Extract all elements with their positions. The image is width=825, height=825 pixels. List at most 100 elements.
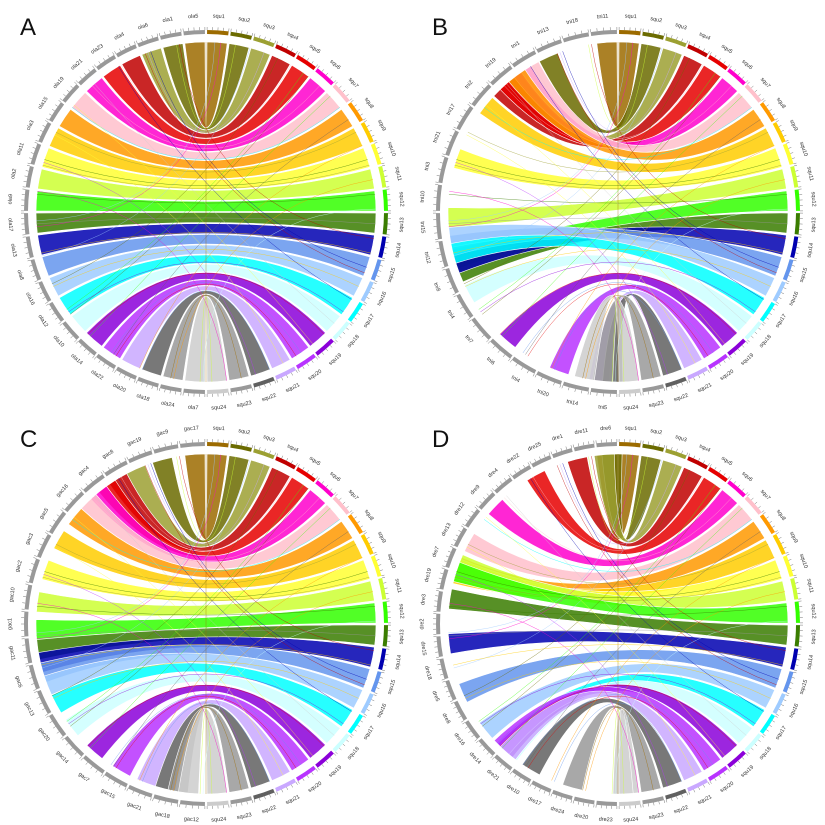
synteny-ribbon	[593, 453, 683, 543]
chromosome-segment	[38, 281, 52, 303]
tick-mark	[92, 65, 95, 69]
tick-mark	[382, 164, 386, 167]
chromosome-segment	[790, 648, 799, 671]
synteny-link	[448, 454, 628, 634]
synteny-link	[448, 629, 788, 637]
tick-mark	[471, 734, 475, 738]
tick-mark	[241, 390, 243, 394]
tick-mark	[543, 454, 546, 458]
synteny-link	[71, 519, 341, 572]
chromosome-label: squ11	[805, 166, 814, 181]
synteny-link	[480, 261, 756, 313]
tick-mark	[487, 341, 491, 344]
tick-mark	[514, 470, 517, 474]
tick-mark	[688, 453, 691, 457]
tick-mark	[681, 38, 683, 42]
tick-mark	[156, 33, 159, 37]
synteny-ribbon	[43, 652, 364, 709]
chromosome-label: gac9	[156, 429, 169, 438]
tick-mark	[499, 481, 503, 484]
synteny-link	[456, 159, 780, 186]
chromosome-segment	[104, 771, 128, 788]
tick-mark	[286, 787, 289, 791]
tick-mark	[144, 449, 146, 453]
tick-mark	[446, 281, 450, 284]
tick-mark	[665, 445, 668, 449]
tick-mark	[449, 134, 453, 137]
tick-mark	[658, 801, 660, 805]
tick-mark	[274, 792, 277, 796]
tick-mark	[124, 457, 127, 461]
tick-mark	[58, 100, 62, 103]
tick-mark	[311, 473, 314, 476]
tick-mark	[453, 295, 457, 298]
synteny-link	[504, 85, 732, 150]
chromosome-label: ola24	[160, 400, 174, 409]
chromosome-label: dre17	[527, 796, 542, 807]
synteny-ribbon	[68, 508, 354, 579]
panel-letter: D	[432, 426, 450, 453]
tick-mark	[39, 702, 43, 705]
tick-mark	[796, 659, 800, 661]
chromosome-label: squ10	[798, 553, 809, 569]
chromosome-label: squ12	[398, 192, 405, 207]
chromosome-segment	[665, 376, 687, 388]
tick-mark	[676, 384, 678, 388]
synteny-ribbon	[464, 254, 753, 332]
tick-mark	[63, 94, 66, 97]
synteny-link	[530, 66, 764, 300]
tick-mark	[25, 583, 29, 585]
tick-mark	[445, 690, 449, 693]
tick-mark	[540, 377, 543, 381]
synteny-link	[89, 507, 331, 749]
tick-mark	[663, 800, 666, 804]
tick-mark	[745, 753, 749, 756]
tick-mark	[253, 387, 256, 391]
chromosome-segment	[687, 778, 709, 792]
chromosome-label: squ19	[740, 765, 755, 779]
tick-mark	[774, 530, 778, 533]
synteny-link	[466, 546, 696, 776]
synteny-link	[611, 708, 625, 794]
chromosome-label: gac19	[126, 436, 142, 447]
synteny-link	[139, 145, 363, 369]
chromosome-segment	[759, 301, 776, 322]
chromosome-segment	[153, 794, 179, 804]
synteny-link	[562, 51, 779, 268]
chromosome-segment	[464, 508, 481, 528]
chromosome-segment	[295, 353, 316, 370]
chromosome-segment	[536, 39, 562, 53]
tick-mark	[59, 98, 63, 101]
tick-mark	[436, 658, 440, 661]
tick-mark	[49, 308, 52, 311]
tick-mark	[723, 360, 726, 363]
tick-mark	[144, 795, 146, 799]
tick-mark	[776, 301, 779, 304]
chromosome-label: ola12	[36, 314, 48, 329]
chromosome-label: tni7	[463, 334, 473, 345]
synteny-link	[556, 465, 777, 686]
synteny-link	[448, 454, 634, 640]
tick-mark	[772, 113, 775, 116]
chromosome-label: ola17	[7, 218, 14, 232]
tick-mark	[246, 31, 248, 35]
tick-mark	[769, 312, 772, 315]
tick-mark	[729, 477, 732, 481]
tick-mark	[291, 48, 293, 52]
chromosome-segment	[230, 384, 253, 393]
tick-mark	[568, 33, 570, 37]
tick-mark	[373, 694, 377, 697]
synteny-link	[455, 162, 668, 375]
tick-mark	[762, 512, 766, 515]
tick-mark	[788, 687, 792, 689]
chromosome-label: gac16	[55, 483, 70, 498]
chromosome-label: squ17	[363, 313, 376, 329]
synteny-ribbon	[141, 47, 271, 134]
tick-mark	[723, 61, 726, 64]
chromosome-label: tni8	[432, 282, 441, 292]
tick-mark	[761, 735, 765, 738]
synteny-ribbon	[499, 64, 722, 148]
tick-mark	[785, 551, 789, 554]
synteny-ribbon	[592, 294, 662, 383]
tick-mark	[462, 523, 466, 526]
